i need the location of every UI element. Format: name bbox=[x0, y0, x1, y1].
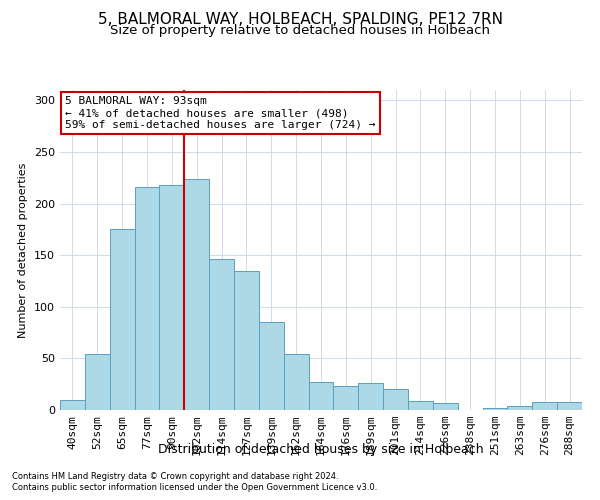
Bar bbox=[408, 400, 433, 410]
Text: Size of property relative to detached houses in Holbeach: Size of property relative to detached ho… bbox=[110, 24, 490, 37]
Y-axis label: Number of detached properties: Number of detached properties bbox=[19, 162, 28, 338]
Bar bbox=[308, 382, 334, 410]
Bar bbox=[358, 383, 383, 410]
Bar bbox=[209, 260, 234, 410]
Bar bbox=[482, 408, 508, 410]
Bar bbox=[334, 386, 358, 410]
Text: 5, BALMORAL WAY, HOLBEACH, SPALDING, PE12 7RN: 5, BALMORAL WAY, HOLBEACH, SPALDING, PE1… bbox=[97, 12, 503, 28]
Bar bbox=[160, 185, 184, 410]
Bar bbox=[259, 322, 284, 410]
Bar bbox=[85, 354, 110, 410]
Text: Distribution of detached houses by size in Holbeach: Distribution of detached houses by size … bbox=[158, 442, 484, 456]
Bar bbox=[433, 403, 458, 410]
Bar bbox=[110, 230, 134, 410]
Bar bbox=[234, 270, 259, 410]
Bar bbox=[557, 402, 582, 410]
Bar bbox=[284, 354, 308, 410]
Bar bbox=[383, 390, 408, 410]
Text: Contains public sector information licensed under the Open Government Licence v3: Contains public sector information licen… bbox=[12, 484, 377, 492]
Bar bbox=[508, 406, 532, 410]
Bar bbox=[134, 187, 160, 410]
Bar bbox=[60, 400, 85, 410]
Bar bbox=[184, 179, 209, 410]
Bar bbox=[532, 402, 557, 410]
Text: 5 BALMORAL WAY: 93sqm
← 41% of detached houses are smaller (498)
59% of semi-det: 5 BALMORAL WAY: 93sqm ← 41% of detached … bbox=[65, 96, 376, 130]
Text: Contains HM Land Registry data © Crown copyright and database right 2024.: Contains HM Land Registry data © Crown c… bbox=[12, 472, 338, 481]
